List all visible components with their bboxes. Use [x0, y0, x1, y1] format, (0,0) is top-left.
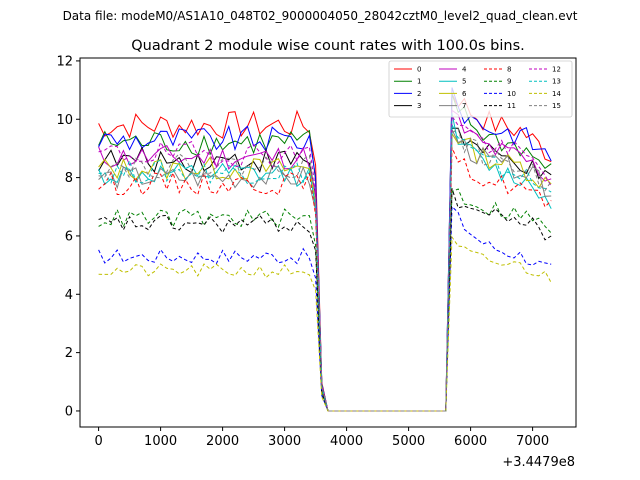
legend-label-8: 8	[507, 66, 511, 74]
x-tick-label: 4000	[330, 434, 363, 449]
x-tick-label: 5000	[392, 434, 425, 449]
y-tick-label: 10	[56, 113, 73, 128]
legend-label-0: 0	[417, 66, 421, 74]
x-tick-label: 6000	[454, 434, 487, 449]
series-line-1	[98, 93, 552, 412]
series-line-13	[98, 124, 552, 412]
chart-title: Quadrant 2 module wise count rates with …	[131, 38, 525, 54]
legend-label-3: 3	[417, 102, 421, 110]
legend-label-10: 10	[507, 90, 516, 98]
series-line-5	[98, 113, 552, 412]
series-line-2	[98, 87, 552, 412]
y-tick-label: 2	[65, 346, 73, 361]
legend-label-6: 6	[462, 90, 467, 98]
x-offset-label: +3.4479e8	[502, 455, 575, 470]
series-line-12	[98, 114, 552, 412]
legend-label-5: 5	[462, 78, 466, 86]
figure-suptitle: Data file: modeM0/AS1A10_048T02_90000040…	[63, 9, 578, 23]
legend-label-4: 4	[462, 66, 467, 74]
series-line-10	[98, 205, 552, 412]
x-tick-label: 0	[94, 434, 102, 449]
legend-label-15: 15	[552, 102, 561, 110]
legend-frame	[388, 60, 573, 118]
series-line-11	[98, 188, 552, 412]
legend-label-2: 2	[417, 90, 421, 98]
x-tick-label: 2000	[206, 434, 239, 449]
x-tick-label: 3000	[268, 434, 301, 449]
series-line-8	[98, 147, 552, 412]
legend-label-13: 13	[552, 78, 561, 86]
x-tick-label: 7000	[516, 434, 549, 449]
legend-label-12: 12	[552, 66, 561, 74]
y-tick-label: 12	[56, 54, 73, 69]
y-tick-label: 0	[65, 404, 73, 419]
series-line-14	[98, 235, 552, 412]
legend-label-9: 9	[507, 78, 511, 86]
legend-label-11: 11	[507, 102, 516, 110]
series-line-3	[98, 127, 552, 412]
series-line-9	[98, 188, 552, 412]
y-tick-label: 6	[65, 229, 73, 244]
series-line-6	[98, 132, 552, 412]
series-layer	[98, 87, 552, 412]
x-tick-label: 1000	[144, 434, 177, 449]
legend-label-1: 1	[417, 78, 421, 86]
y-tick-label: 8	[65, 171, 73, 186]
legend-label-7: 7	[462, 102, 466, 110]
y-tick-label: 4	[65, 288, 73, 303]
legend-label-14: 14	[552, 90, 561, 98]
series-line-15	[98, 128, 552, 412]
series-line-0	[98, 93, 552, 412]
axes-frame	[79, 57, 577, 428]
